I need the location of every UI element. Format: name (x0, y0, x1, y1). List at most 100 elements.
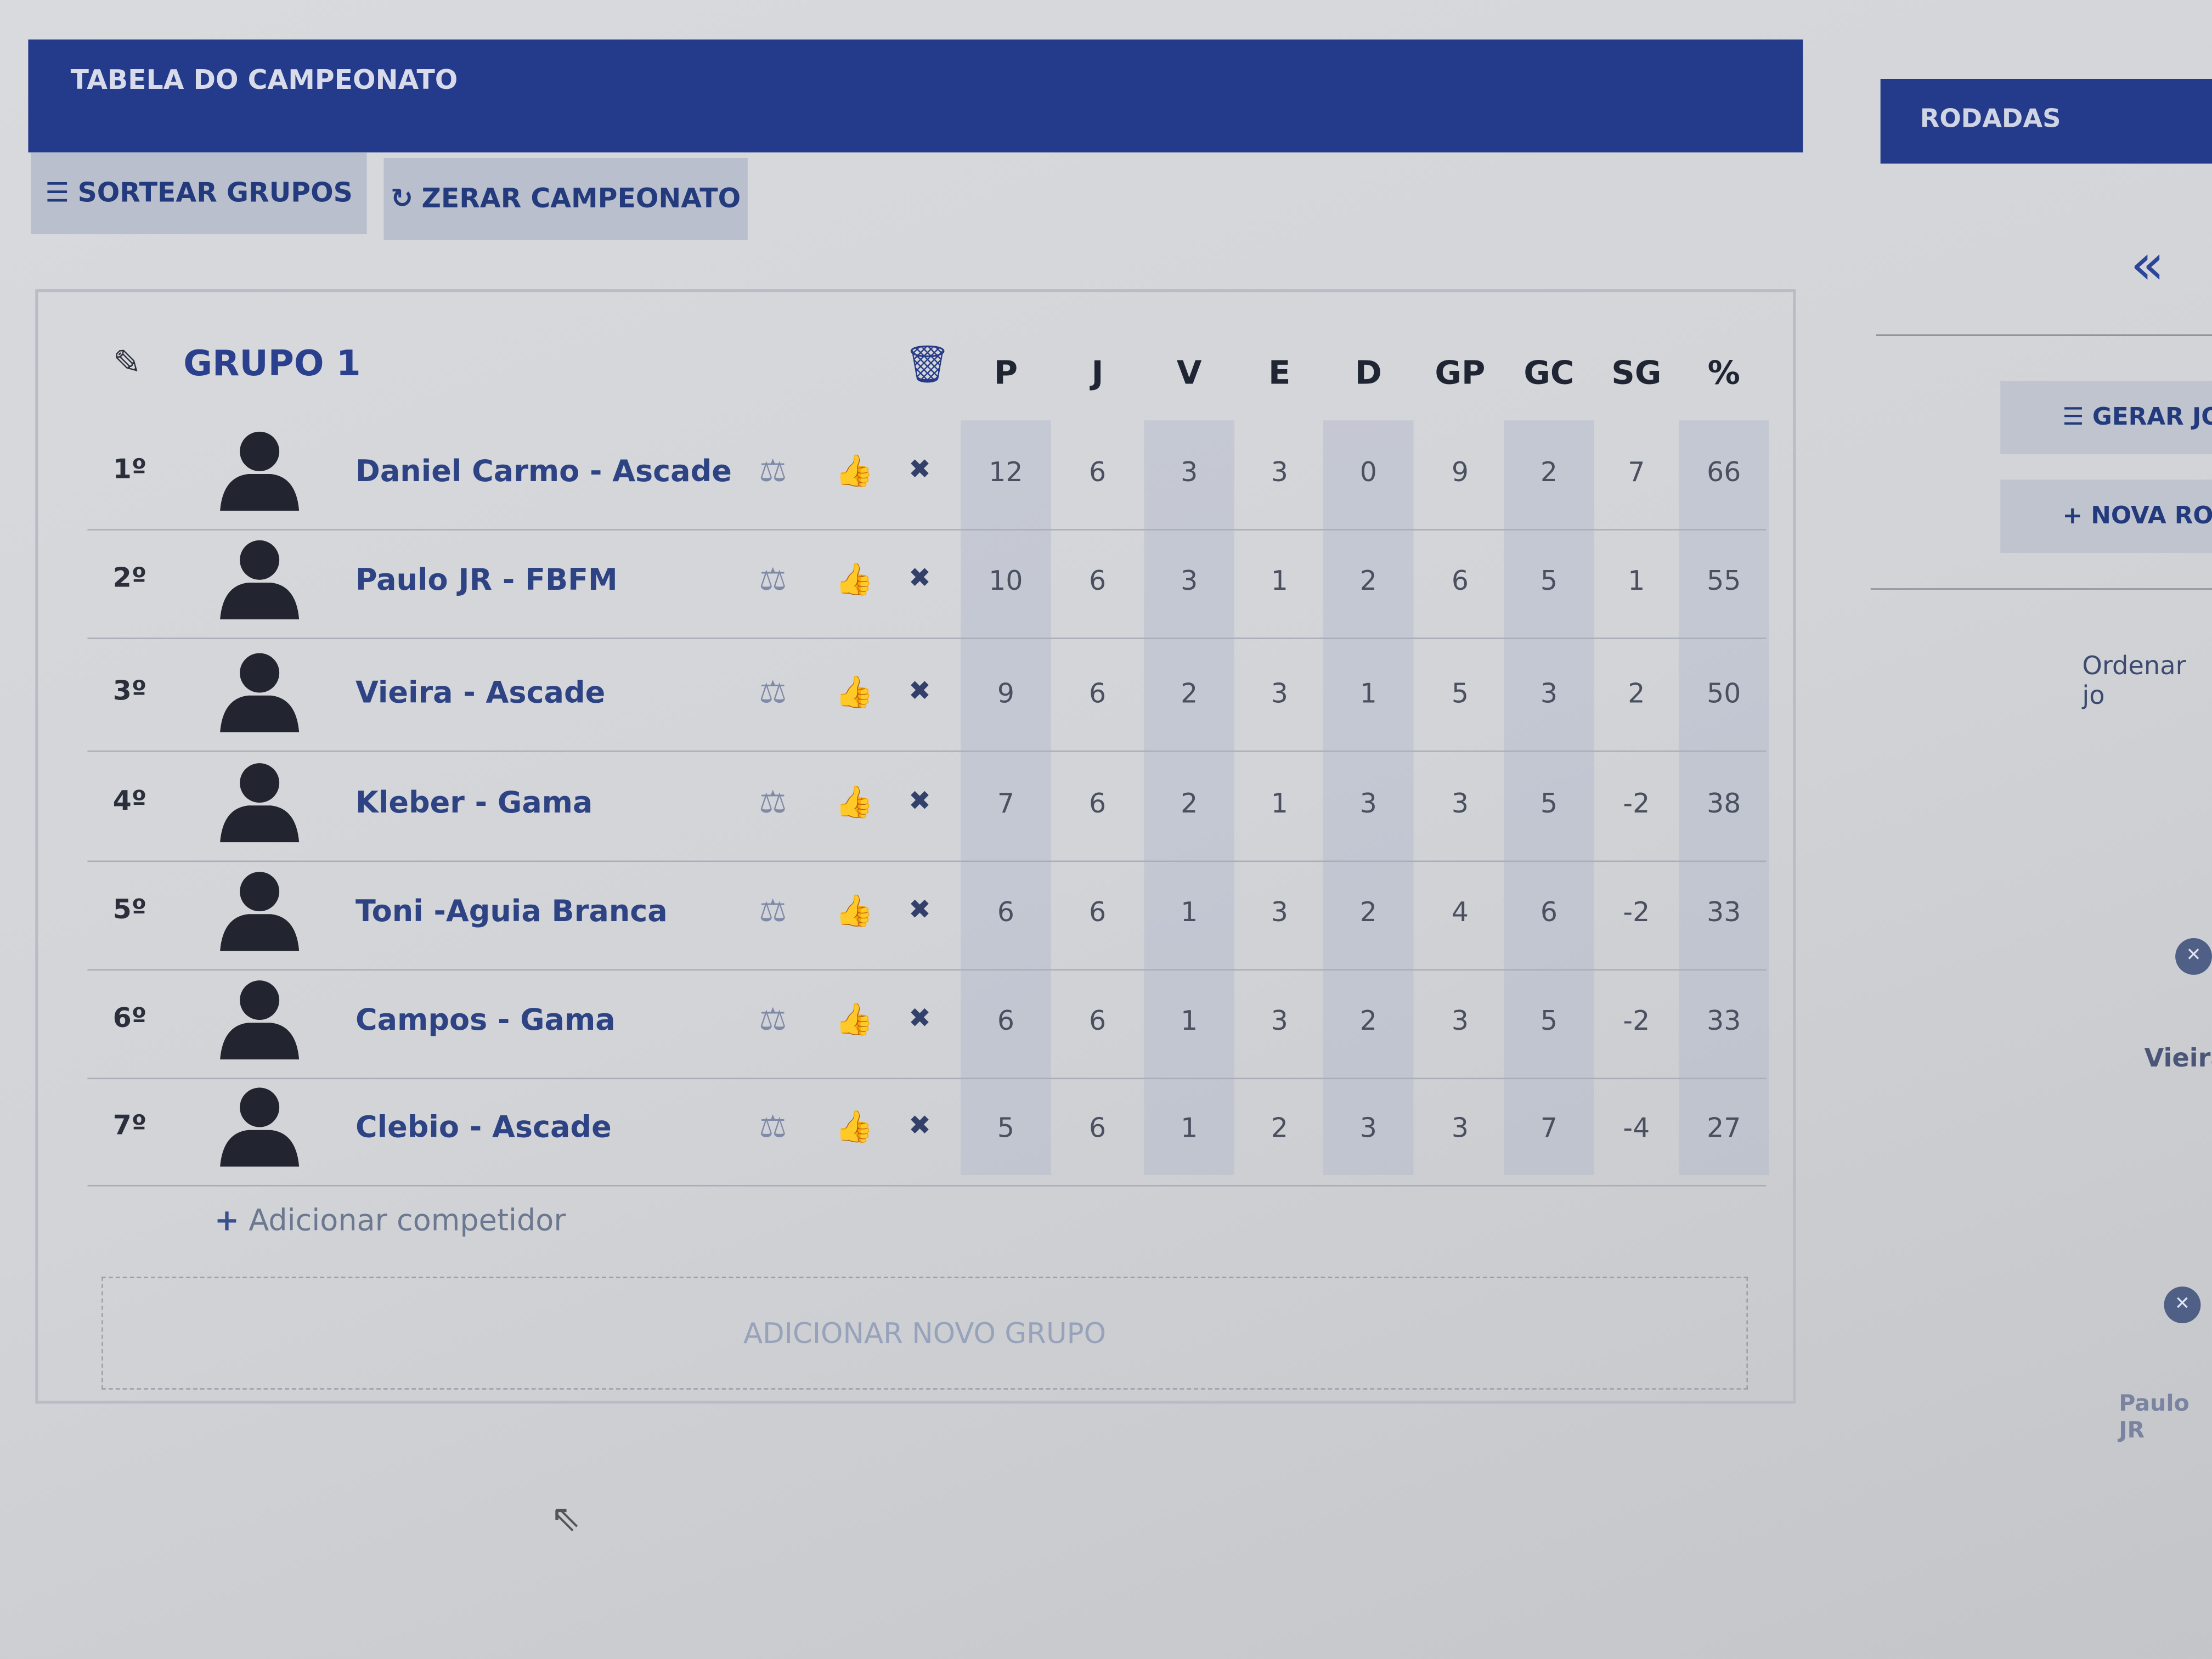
competitor-name[interactable]: Kleber - Gama (355, 786, 593, 820)
balance-scale-icon[interactable]: ⚖ (759, 675, 787, 711)
thumbs-up-icon[interactable]: 👍 (835, 1003, 874, 1039)
stat-cell: 6 (997, 1006, 1014, 1037)
thumbs-up-icon[interactable]: 👍 (835, 1110, 874, 1146)
balance-scale-icon[interactable]: ⚖ (759, 562, 787, 599)
divider (1870, 588, 2212, 590)
column-header[interactable]: % (1707, 355, 1740, 392)
group-panel (35, 289, 1796, 1404)
competitor-name[interactable]: Clebio - Ascade (355, 1110, 612, 1144)
rodadas-header: RODADAS (1880, 78, 2212, 164)
stat-cell: 66 (1707, 457, 1741, 488)
gerar-jogos-button[interactable]: ☰ GERAR JO (2000, 381, 2212, 454)
stat-cell: 2 (1181, 788, 1198, 820)
stat-cell: 3 (1271, 897, 1288, 928)
avatar-icon (217, 426, 302, 520)
balance-scale-icon[interactable]: ⚖ (759, 1110, 787, 1146)
stat-cell: 1 (1628, 566, 1645, 597)
competitor-name[interactable]: Campos - Gama (355, 1003, 616, 1037)
column-header[interactable]: V (1176, 355, 1202, 392)
stat-cell: 6 (1089, 897, 1107, 928)
balance-scale-icon[interactable]: ⚖ (759, 454, 787, 490)
competitor-name[interactable]: Daniel Carmo - Ascade (355, 454, 732, 488)
remove-icon[interactable]: ✖ (908, 1110, 931, 1142)
stat-cell: -2 (1623, 1006, 1650, 1037)
column-header[interactable]: E (1268, 355, 1291, 392)
thumbs-up-icon[interactable]: 👍 (835, 675, 874, 711)
balance-scale-icon[interactable]: ⚖ (759, 786, 787, 821)
trash-icon[interactable]: 🗑 (904, 344, 951, 387)
remove-icon[interactable]: ✖ (908, 454, 931, 486)
balance-scale-icon[interactable]: ⚖ (759, 894, 787, 930)
stat-cell: 2 (1359, 1006, 1377, 1037)
stat-cell: 5 (997, 1113, 1014, 1144)
match-player-name: Paulo JR (2119, 1389, 2190, 1443)
stat-cell: 55 (1707, 566, 1741, 597)
competitor-name[interactable]: Paulo JR - FBFM (355, 562, 618, 597)
stat-cell: 3 (1271, 1006, 1288, 1037)
competitor-name[interactable]: Toni -Aguia Branca (355, 894, 668, 928)
column-header[interactable]: J (1091, 355, 1104, 392)
table-row: 3º Vieira - Ascade ⚖ 👍 ✖ 9 6 2 3 1 5 3 2 50 (87, 642, 1767, 752)
remove-icon[interactable]: ✖ (908, 786, 931, 817)
stat-cell: 2 (1359, 897, 1377, 928)
stat-cell: -4 (1623, 1113, 1650, 1144)
position: 3º (112, 675, 147, 707)
stat-cell: 5 (1540, 788, 1558, 820)
column-shade (1144, 420, 1234, 1175)
remove-icon[interactable]: ✖ (908, 562, 931, 594)
stat-cell: 3 (1359, 788, 1377, 820)
nova-rodada-button[interactable]: + NOVA ROD (2000, 479, 2212, 553)
add-group-button[interactable]: ADICIONAR NOVO GRUPO (101, 1277, 1748, 1390)
stat-cell: -2 (1623, 788, 1650, 820)
remove-icon[interactable]: ✖ (908, 675, 931, 707)
thumbs-up-icon[interactable]: 👍 (835, 786, 874, 821)
add-competitor-link[interactable]: + Adicionar competidor (215, 1203, 566, 1237)
stat-cell: 27 (1707, 1113, 1741, 1144)
position: 1º (112, 454, 147, 486)
balance-scale-icon[interactable]: ⚖ (759, 1003, 787, 1039)
remove-icon[interactable]: ✖ (908, 1003, 931, 1034)
remove-match-icon[interactable]: ✕ (2164, 1286, 2201, 1323)
zerar-campeonato-button[interactable]: ↻ ZERAR CAMPEONATO (383, 157, 748, 240)
pencil-icon[interactable]: ✎ (112, 342, 142, 382)
stat-cell: 10 (989, 566, 1023, 597)
stat-cell: 2 (1181, 678, 1198, 710)
stat-cell: 6 (1089, 457, 1107, 488)
stat-cell: 3 (1451, 788, 1469, 820)
column-header[interactable]: D (1355, 355, 1382, 392)
double-chevron-left-icon[interactable]: « (2130, 233, 2165, 298)
list-icon: ☰ (2062, 403, 2092, 432)
thumbs-up-icon[interactable]: 👍 (835, 894, 874, 930)
stat-cell: 1 (1181, 897, 1198, 928)
column-header[interactable]: P (994, 355, 1018, 392)
avatar-icon (217, 758, 302, 851)
stat-cell: 2 (1359, 566, 1377, 597)
thumbs-up-icon[interactable]: 👍 (835, 454, 874, 490)
position: 7º (112, 1110, 147, 1142)
position: 2º (112, 562, 147, 594)
stat-cell: 3 (1271, 457, 1288, 488)
stat-cell: 50 (1707, 678, 1741, 710)
stat-cell: -2 (1623, 897, 1650, 928)
stat-cell: 12 (989, 457, 1023, 488)
remove-match-icon[interactable]: ✕ (2175, 938, 2212, 975)
stat-cell: 7 (1628, 457, 1645, 488)
stat-cell: 9 (1451, 457, 1469, 488)
sortear-grupos-button[interactable]: ☰ SORTEAR GRUPOS (31, 152, 367, 234)
stat-cell: 1 (1181, 1113, 1198, 1144)
header-title: TABELA DO CAMPEONATO (70, 65, 458, 96)
ordenar-jogos-label[interactable]: Ordenar jo (2082, 651, 2186, 711)
thumbs-up-icon[interactable]: 👍 (835, 562, 874, 599)
table-row: 5º Toni -Aguia Branca ⚖ 👍 ✖ 6 6 1 3 2 4 6 -2 33 (87, 861, 1767, 971)
competitor-name[interactable]: Vieira - Ascade (355, 675, 606, 710)
stat-cell: 3 (1540, 678, 1558, 710)
column-shade (1504, 420, 1594, 1175)
column-header[interactable]: SG (1611, 355, 1662, 392)
rodadas-title: RODADAS (1920, 104, 2061, 134)
avatar-icon (217, 1082, 302, 1175)
remove-icon[interactable]: ✖ (908, 894, 931, 926)
stat-cell: 5 (1540, 1006, 1558, 1037)
stat-cell: 7 (1540, 1113, 1558, 1144)
column-header[interactable]: GC (1523, 355, 1575, 392)
column-header[interactable]: GP (1435, 355, 1486, 392)
